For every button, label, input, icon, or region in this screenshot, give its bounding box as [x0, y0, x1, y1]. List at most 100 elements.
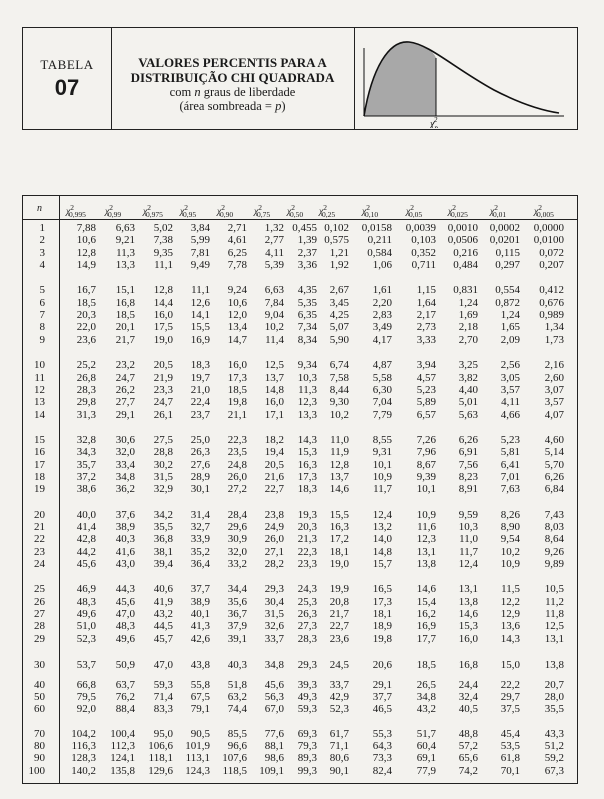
table-cell: 7,79: [372, 408, 392, 421]
table-cell: 21,7: [115, 333, 135, 346]
table-cell: 20,6: [372, 659, 392, 672]
table-cell: 55,8: [190, 678, 210, 691]
table-cell: 10,9: [372, 470, 392, 483]
table-cell: 0,115: [495, 246, 520, 259]
table-cell: 7,58: [329, 371, 349, 384]
row-n: 29: [34, 632, 45, 645]
table-cell: 41,3: [190, 620, 210, 633]
table-cell: 4,35: [297, 284, 317, 297]
table-cell: 13,1: [416, 545, 436, 558]
table-cell: 15,7: [372, 558, 392, 571]
table-cell: 30,9: [227, 533, 247, 546]
table-cell: 98,6: [264, 752, 284, 765]
column-header: χ20,99: [105, 203, 122, 220]
table-cell: 51,7: [416, 727, 436, 740]
table-cell: 16,0: [264, 396, 284, 409]
table-cell: 31,5: [153, 470, 173, 483]
table-cell: 17,3: [372, 595, 392, 608]
table-cell: 140,2: [71, 764, 96, 777]
table-cell: 14,6: [416, 583, 436, 596]
table-cell: 53,5: [500, 739, 520, 752]
table-cell: 46,5: [372, 703, 392, 716]
table-cell: 26,5: [416, 678, 436, 691]
table-cell: 15,3: [458, 620, 478, 633]
table-cell: 0,676: [539, 296, 564, 309]
shaded-area-note: (área sombreada = p): [179, 99, 286, 113]
table-cell: 15,4: [416, 595, 436, 608]
table-cell: 4,60: [544, 433, 564, 446]
table-cell: 11,0: [459, 533, 478, 546]
table-cell: 0,0201: [489, 234, 520, 247]
table-cell: 2,77: [264, 234, 284, 247]
table-cell: 11,7: [459, 545, 478, 558]
table-cell: 49,6: [76, 608, 96, 621]
table-cell: 44,2: [76, 545, 96, 558]
table-cell: 67,5: [190, 690, 210, 703]
table-cell: 52,3: [76, 632, 96, 645]
table-cell: 37,7: [372, 690, 392, 703]
table-cell: 0,0506: [447, 234, 478, 247]
table-cell: 32,9: [153, 483, 173, 496]
table-cell: 1,21: [329, 246, 349, 259]
table-cell: 39,1: [227, 632, 247, 645]
table-cell: 1,06: [372, 259, 392, 272]
table-cell: 5,90: [329, 333, 349, 346]
table-cell: 40,1: [190, 608, 210, 621]
row-n: 5: [39, 284, 46, 297]
row-n: 7: [39, 309, 46, 322]
table-cell: 25,2: [76, 359, 96, 372]
table-cell: 26,2: [115, 383, 135, 396]
table-cell: 113,1: [185, 752, 210, 765]
row-n: 19: [34, 483, 45, 496]
table-cell: 5,07: [329, 321, 349, 334]
row-n: 6: [39, 296, 46, 309]
table-cell: 0,584: [367, 246, 392, 259]
table-cell: 14,9: [76, 259, 96, 272]
table-cell: 43,2: [153, 608, 173, 621]
table-cell: 11,2: [545, 595, 564, 608]
table-cell: 49,3: [297, 690, 317, 703]
table-cell: 36,7: [227, 608, 247, 621]
table-cell: 22,4: [190, 396, 210, 409]
table-cell: 30,2: [153, 458, 173, 471]
table-cell: 0,352: [411, 246, 436, 259]
table-cell: 57,2: [458, 739, 478, 752]
table-cell: 5,23: [500, 433, 520, 446]
table-cell: 40,3: [227, 659, 247, 672]
table-cell: 43,2: [416, 703, 436, 716]
table-cell: 61,8: [500, 752, 520, 765]
table-cell: 34,4: [227, 583, 247, 596]
table-cell: 16,2: [416, 608, 436, 621]
table-cell: 28,2: [264, 558, 284, 571]
table-cell: 45,6: [115, 595, 135, 608]
table-cell: 74,2: [458, 764, 478, 777]
table-cell: 31,4: [190, 508, 210, 521]
table-cell: 1,64: [416, 296, 436, 309]
table-cell: 22,7: [264, 483, 284, 496]
row-n: 30: [34, 659, 45, 672]
table-cell: 12,5: [544, 620, 564, 633]
table-cell: 34,3: [76, 446, 96, 459]
table-cell: 5,63: [458, 408, 478, 421]
n-header: n: [37, 203, 42, 214]
table-cell: 42,6: [190, 632, 210, 645]
table-cell: 7,63: [500, 483, 520, 496]
table-number: 07: [54, 75, 80, 100]
table-cell: 70,1: [500, 764, 520, 777]
table-cell: 29,3: [297, 659, 317, 672]
table-cell: 18,5: [76, 296, 96, 309]
table-cell: 5,01: [458, 396, 478, 409]
table-cell: 13,3: [297, 408, 317, 421]
table-cell: 37,9: [227, 620, 247, 633]
table-cell: 19,3: [297, 508, 317, 521]
table-cell: 46,9: [76, 583, 96, 596]
title-cell: VALORES PERCENTIS PARA A DISTRIBUIÇÃO CH…: [111, 28, 355, 129]
table-cell: 23,8: [264, 508, 284, 521]
column-header: χ20,05: [406, 203, 423, 220]
table-cell: 34,8: [264, 659, 284, 672]
table-cell: 23,3: [153, 383, 173, 396]
table-cell: 77,6: [264, 727, 284, 740]
chi-square-table: n χ20,995 χ20,99 χ20,975 χ20,95 χ20,90 χ20,75…: [22, 195, 578, 784]
table-cell: 28,9: [190, 470, 210, 483]
